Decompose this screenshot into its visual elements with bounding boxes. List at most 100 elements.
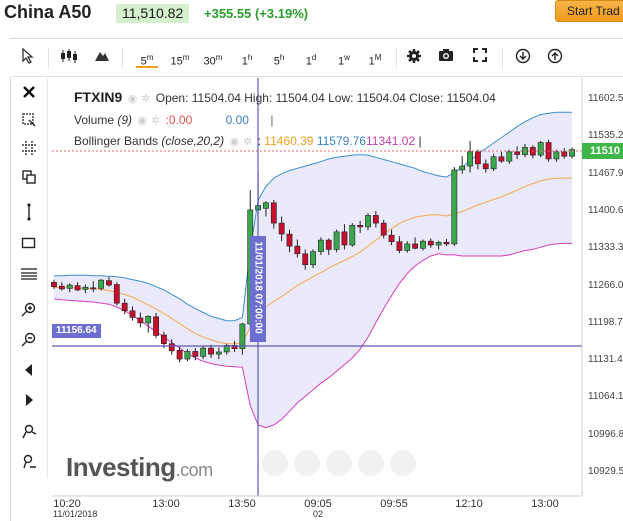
candle[interactable] <box>404 243 411 251</box>
candle[interactable] <box>333 231 340 250</box>
volume-settings-icon[interactable]: ✲ <box>151 115 161 127</box>
candle[interactable] <box>310 251 316 266</box>
candle[interactable] <box>66 284 73 289</box>
candle[interactable] <box>459 165 466 171</box>
zoom-in-icon[interactable] <box>18 300 40 320</box>
candle[interactable] <box>412 243 418 249</box>
candle[interactable] <box>90 287 97 290</box>
zoom-out-icon[interactable] <box>18 330 40 350</box>
interval-1h[interactable]: 1h <box>238 48 256 68</box>
candle[interactable] <box>443 241 450 245</box>
candle[interactable] <box>388 234 395 243</box>
scroll-left-icon[interactable] <box>18 360 40 380</box>
candle[interactable] <box>561 151 568 157</box>
interval-5m[interactable]: 5m <box>136 48 158 68</box>
candle[interactable] <box>325 239 332 250</box>
camera-icon[interactable] <box>436 48 456 68</box>
scroll-right-icon[interactable] <box>18 390 40 410</box>
interval-1w[interactable]: 1w <box>334 48 354 68</box>
candle[interactable] <box>145 316 152 324</box>
candle[interactable] <box>278 222 285 235</box>
candles-icon[interactable] <box>58 48 80 68</box>
candle[interactable] <box>420 240 426 249</box>
mountain-icon[interactable] <box>92 48 112 68</box>
candle[interactable] <box>341 231 348 246</box>
candle[interactable] <box>451 169 458 245</box>
rectangle-icon[interactable] <box>18 233 40 253</box>
candle[interactable] <box>514 151 521 155</box>
candle[interactable] <box>223 345 230 353</box>
bb-settings-icon[interactable]: ✲ <box>243 136 253 148</box>
candle[interactable] <box>51 282 57 287</box>
bb-eye-icon[interactable]: ◉ <box>229 136 240 148</box>
nav-left-icon[interactable] <box>262 450 288 476</box>
candle[interactable] <box>129 310 136 318</box>
eye-icon[interactable]: ◉ <box>127 93 138 105</box>
interval-1M[interactable]: 1M <box>364 48 386 68</box>
nav-zoom-in-icon[interactable] <box>294 450 320 476</box>
crosshair-icon[interactable] <box>18 138 40 158</box>
interval-5h[interactable]: 5h <box>270 48 288 68</box>
nav-zoom-out-icon[interactable] <box>326 450 352 476</box>
candle[interactable] <box>380 222 387 236</box>
candle[interactable] <box>74 285 81 291</box>
gear-icon[interactable] <box>404 48 424 68</box>
candle[interactable] <box>192 351 199 357</box>
candle[interactable] <box>294 245 301 255</box>
candle[interactable] <box>365 215 371 228</box>
copy-icon[interactable] <box>18 167 40 187</box>
candle[interactable] <box>113 284 120 304</box>
candle[interactable] <box>215 351 222 355</box>
candle[interactable] <box>569 149 575 157</box>
upload-icon[interactable] <box>544 48 566 68</box>
candle[interactable] <box>317 239 324 252</box>
interval-1d[interactable]: 1d <box>302 48 320 68</box>
candle[interactable] <box>506 151 513 162</box>
magnet-icon[interactable] <box>18 422 40 442</box>
candle[interactable] <box>553 151 560 160</box>
nav-right-icon[interactable] <box>390 450 416 476</box>
interval-15m[interactable]: 15m <box>168 48 192 68</box>
measure-icon[interactable] <box>18 452 40 472</box>
candle[interactable] <box>467 151 473 167</box>
candle[interactable] <box>106 280 112 286</box>
candle[interactable] <box>537 142 544 156</box>
close-icon[interactable] <box>18 82 40 102</box>
vertical-line-icon[interactable] <box>18 202 40 222</box>
candle[interactable] <box>184 351 191 360</box>
horizontal-lines-icon[interactable] <box>18 264 40 284</box>
candle[interactable] <box>168 343 175 352</box>
candle[interactable] <box>490 156 497 170</box>
settings-small-icon[interactable]: ✲ <box>141 93 151 105</box>
candle[interactable] <box>270 202 277 224</box>
download-icon[interactable] <box>512 48 534 68</box>
candle[interactable] <box>58 285 65 290</box>
candle[interactable] <box>239 323 246 349</box>
start-trading-button[interactable]: Start Trad <box>555 0 623 22</box>
cursor-icon[interactable] <box>18 47 38 68</box>
candle[interactable] <box>137 317 144 324</box>
candle[interactable] <box>98 279 104 289</box>
fullscreen-icon[interactable] <box>470 48 490 68</box>
candle[interactable] <box>200 347 207 357</box>
candle[interactable] <box>208 347 214 355</box>
candle[interactable] <box>498 156 505 162</box>
candle[interactable] <box>396 241 403 251</box>
candle[interactable] <box>176 349 183 360</box>
candle[interactable] <box>121 302 128 312</box>
candle[interactable] <box>372 215 379 224</box>
candle[interactable] <box>357 224 364 228</box>
candle[interactable] <box>231 345 238 349</box>
candle[interactable] <box>427 240 434 246</box>
candle[interactable] <box>82 286 89 290</box>
nav-reset-icon[interactable] <box>358 450 384 476</box>
candle[interactable] <box>161 334 167 345</box>
candle[interactable] <box>474 151 481 165</box>
zoom-area-icon[interactable] <box>18 110 40 130</box>
volume-eye-icon[interactable]: ◉ <box>137 115 147 127</box>
candle[interactable] <box>349 224 356 246</box>
candle[interactable] <box>286 233 293 247</box>
interval-30m[interactable]: 30m <box>200 48 226 68</box>
candle[interactable] <box>263 202 269 209</box>
